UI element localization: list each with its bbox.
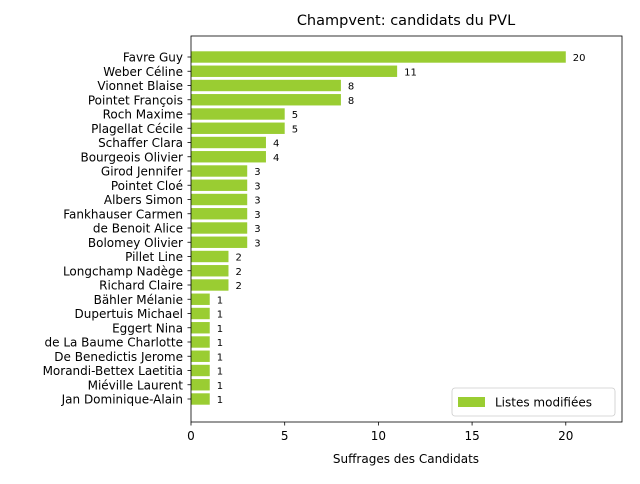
category-label: Richard Claire bbox=[99, 279, 183, 293]
category-label: Jan Dominique-Alain bbox=[61, 393, 183, 407]
x-tick-label: 5 bbox=[281, 429, 289, 443]
category-label: Plagellat Cécile bbox=[91, 122, 183, 136]
value-label: 1 bbox=[217, 338, 223, 349]
x-tick-label: 20 bbox=[558, 429, 573, 443]
value-label: 1 bbox=[217, 395, 223, 406]
bar bbox=[191, 350, 210, 362]
bar bbox=[191, 236, 248, 248]
value-label: 1 bbox=[217, 352, 223, 363]
bar bbox=[191, 79, 341, 92]
value-label: 2 bbox=[235, 281, 241, 292]
category-label: Weber Céline bbox=[103, 65, 183, 79]
bar bbox=[191, 279, 229, 291]
bar bbox=[191, 336, 210, 348]
bar bbox=[191, 379, 210, 391]
bar bbox=[191, 108, 285, 120]
bar bbox=[191, 51, 566, 63]
bar bbox=[191, 165, 248, 177]
category-label: Girod Jennifer bbox=[101, 165, 183, 179]
x-tick-label: 0 bbox=[187, 429, 195, 443]
category-label: Miéville Laurent bbox=[88, 378, 184, 392]
category-label: Schaffer Clara bbox=[98, 136, 183, 150]
value-label: 3 bbox=[254, 210, 260, 221]
value-label: 3 bbox=[254, 181, 260, 192]
category-label: Vionnet Blaise bbox=[97, 79, 183, 93]
value-label: 5 bbox=[292, 110, 298, 121]
x-axis-label: Suffrages des Candidats bbox=[333, 452, 479, 466]
value-label: 3 bbox=[254, 238, 260, 249]
bar bbox=[191, 393, 210, 405]
bar bbox=[191, 179, 248, 191]
category-label: Bähler Mélanie bbox=[94, 293, 183, 307]
bar bbox=[191, 193, 248, 206]
legend-label: Listes modifiées bbox=[495, 396, 592, 410]
category-label: Eggert Nina bbox=[112, 321, 183, 335]
category-label: Albers Simon bbox=[104, 193, 183, 207]
bar bbox=[191, 322, 210, 334]
bar bbox=[191, 265, 229, 277]
value-label: 8 bbox=[348, 82, 354, 93]
bar bbox=[191, 65, 398, 77]
category-label: Pillet Line bbox=[125, 250, 183, 264]
chart-title: Champvent: candidats du PVL bbox=[297, 13, 515, 29]
bar bbox=[191, 94, 341, 106]
x-tick-label: 10 bbox=[371, 429, 386, 443]
value-label: 11 bbox=[404, 67, 417, 78]
bar bbox=[191, 307, 210, 320]
value-label: 3 bbox=[254, 224, 260, 235]
category-label: Favre Guy bbox=[123, 51, 183, 65]
value-label: 3 bbox=[254, 196, 260, 207]
category-label: Bourgeois Olivier bbox=[80, 150, 183, 164]
bar bbox=[191, 222, 248, 234]
value-label: 1 bbox=[217, 381, 223, 392]
value-label: 4 bbox=[273, 139, 279, 150]
category-label: Dupertuis Michael bbox=[75, 307, 183, 321]
category-label: Morandi-Bettex Laetitia bbox=[43, 364, 183, 378]
legend-box bbox=[451, 387, 616, 417]
bar bbox=[191, 293, 210, 305]
category-label: de Benoit Alice bbox=[93, 222, 183, 236]
value-label: 2 bbox=[235, 267, 241, 278]
value-label: 2 bbox=[235, 253, 241, 264]
category-label: de La Baume Charlotte bbox=[45, 336, 184, 350]
value-label: 1 bbox=[217, 367, 223, 378]
value-label: 8 bbox=[348, 96, 354, 107]
value-label: 4 bbox=[273, 153, 279, 164]
value-label: 1 bbox=[217, 310, 223, 321]
value-label: 20 bbox=[573, 53, 586, 64]
legend-swatch bbox=[458, 397, 485, 407]
bar bbox=[191, 136, 266, 149]
category-label: De Benedictis Jerome bbox=[54, 350, 183, 364]
plot-frame bbox=[190, 35, 623, 423]
category-label: Pointet François bbox=[88, 93, 183, 107]
category-label: Pointet Cloé bbox=[111, 179, 183, 193]
value-label: 3 bbox=[254, 167, 260, 178]
legend: Listes modifiées bbox=[451, 387, 616, 417]
bar bbox=[191, 208, 248, 220]
bar bbox=[191, 364, 210, 377]
bar bbox=[191, 151, 266, 163]
category-label: Fankhauser Carmen bbox=[63, 207, 183, 221]
category-label: Roch Maxime bbox=[103, 108, 183, 122]
category-label: Longchamp Nadège bbox=[63, 264, 183, 278]
value-label: 1 bbox=[217, 295, 223, 306]
bar bbox=[191, 250, 229, 263]
category-label: Bolomey Olivier bbox=[88, 236, 183, 250]
bar bbox=[191, 122, 285, 134]
value-label: 1 bbox=[217, 324, 223, 335]
value-label: 5 bbox=[292, 124, 298, 135]
x-tick-label: 15 bbox=[464, 429, 479, 443]
